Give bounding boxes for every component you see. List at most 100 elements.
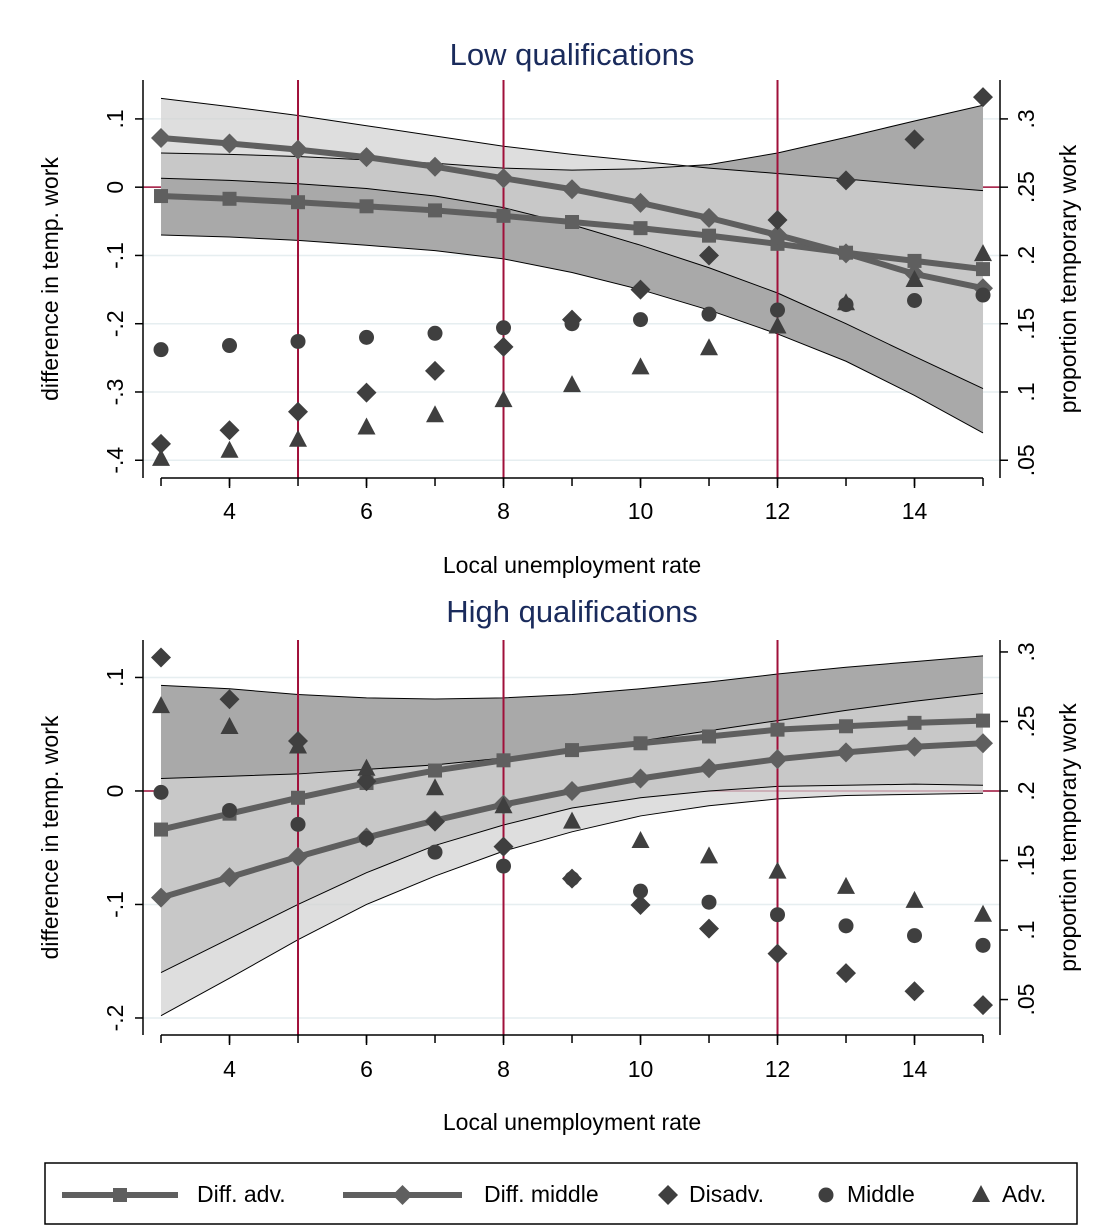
marker-triangle [357, 758, 376, 776]
y-tick-label: -.2 [102, 1005, 128, 1032]
marker-circle [359, 329, 375, 345]
marker-square [291, 790, 306, 805]
marker-triangle [563, 811, 582, 829]
marker-circle [818, 1187, 834, 1203]
marker-diamond [562, 179, 583, 200]
y-tick-label: -.3 [102, 379, 128, 406]
marker-diamond [973, 995, 994, 1016]
marker-diamond [904, 981, 925, 1002]
marker-triangle [700, 846, 719, 864]
marker-circle [701, 306, 717, 322]
marker-triangle [700, 338, 719, 356]
marker-triangle [631, 831, 650, 849]
marker-diamond [493, 168, 514, 189]
marker-diamond [288, 846, 309, 867]
marker-triangle [563, 375, 582, 393]
x-tick-label: 10 [628, 1056, 654, 1082]
marker-square [976, 262, 991, 277]
marker-circle [222, 338, 238, 354]
marker-diamond [151, 647, 172, 668]
x-tick-label: 14 [902, 1056, 928, 1082]
marker-triangle [768, 861, 787, 879]
marker-diamond [699, 918, 720, 939]
marker-square [291, 195, 306, 210]
y-tick-label: 0 [102, 785, 128, 798]
marker-diamond [630, 895, 651, 916]
marker-square [839, 719, 854, 734]
marker-triangle [768, 316, 787, 334]
marker-square [633, 736, 648, 751]
y-tick-label: -.4 [102, 447, 128, 474]
marker-triangle [837, 293, 856, 311]
y2-tick-label: .3 [1013, 109, 1039, 128]
marker-diamond [151, 887, 172, 908]
legend-label: Diff. middle [484, 1181, 599, 1207]
marker-triangle [426, 778, 445, 796]
y-tick-label: .1 [102, 109, 128, 128]
marker-circle [838, 918, 854, 934]
marker-diamond [425, 811, 446, 832]
legend-label: Middle [847, 1181, 915, 1207]
x-tick-label: 4 [223, 1056, 236, 1082]
x-axis-title: Local unemployment rate [443, 1109, 701, 1135]
marker-diamond [630, 279, 651, 300]
marker-square [976, 713, 991, 728]
marker-circle [633, 883, 649, 899]
marker-diamond [288, 401, 309, 422]
marker-square [702, 228, 717, 243]
marker-square [428, 203, 443, 218]
y2-tick-label: .1 [1013, 382, 1039, 401]
x-axis-title: Local unemployment rate [443, 552, 701, 578]
x-tick-label: 8 [497, 1056, 510, 1082]
marker-circle [496, 320, 512, 336]
marker-diamond [219, 867, 240, 888]
y-tick-label: 0 [102, 181, 128, 194]
marker-square [154, 822, 169, 837]
marker-square [770, 722, 785, 737]
x-tick-label: 6 [360, 1056, 373, 1082]
y-tick-label: -.2 [102, 310, 128, 337]
marker-diamond [767, 943, 788, 964]
marker-square [359, 199, 374, 214]
marker-diamond [904, 736, 925, 757]
y-axis-title: difference in temp. work [37, 157, 63, 401]
y2-tick-label: .1 [1013, 920, 1039, 939]
marker-diamond [836, 243, 857, 264]
marker-circle [564, 871, 580, 887]
marker-diamond [151, 433, 172, 454]
marker-diamond [392, 1185, 413, 1205]
marker-diamond [425, 360, 446, 381]
marker-diamond [767, 209, 788, 230]
marker-circle [975, 287, 991, 303]
marker-circle [770, 302, 786, 318]
marker-triangle [426, 405, 445, 423]
marker-square [154, 189, 169, 204]
marker-diamond [630, 192, 651, 213]
x-tick-label: 12 [765, 498, 791, 524]
marker-circle [222, 802, 238, 818]
y2-tick-label: .15 [1013, 845, 1039, 877]
marker-diamond [767, 224, 788, 245]
marker-diamond [493, 336, 514, 357]
marker-diamond [699, 245, 720, 266]
x-tick-label: 10 [628, 498, 654, 524]
marker-diamond [699, 758, 720, 779]
marker-square [907, 253, 922, 268]
marker-diamond [767, 749, 788, 770]
y2-tick-label: .2 [1013, 781, 1039, 800]
confidence-band [161, 98, 984, 389]
marker-square [496, 208, 511, 223]
y2-tick-label: .3 [1013, 642, 1039, 661]
x-tick-label: 12 [765, 1056, 791, 1082]
marker-square [565, 743, 580, 758]
legend-label: Disadv. [689, 1181, 764, 1207]
y2-axis-title: proportion temporary work [1055, 703, 1081, 972]
marker-triangle [220, 717, 239, 735]
legend-label: Diff. adv. [197, 1181, 286, 1207]
marker-diamond [425, 156, 446, 177]
y2-tick-label: .15 [1013, 308, 1039, 340]
marker-triangle [289, 429, 308, 447]
x-tick-label: 6 [360, 498, 373, 524]
marker-diamond [219, 133, 240, 154]
